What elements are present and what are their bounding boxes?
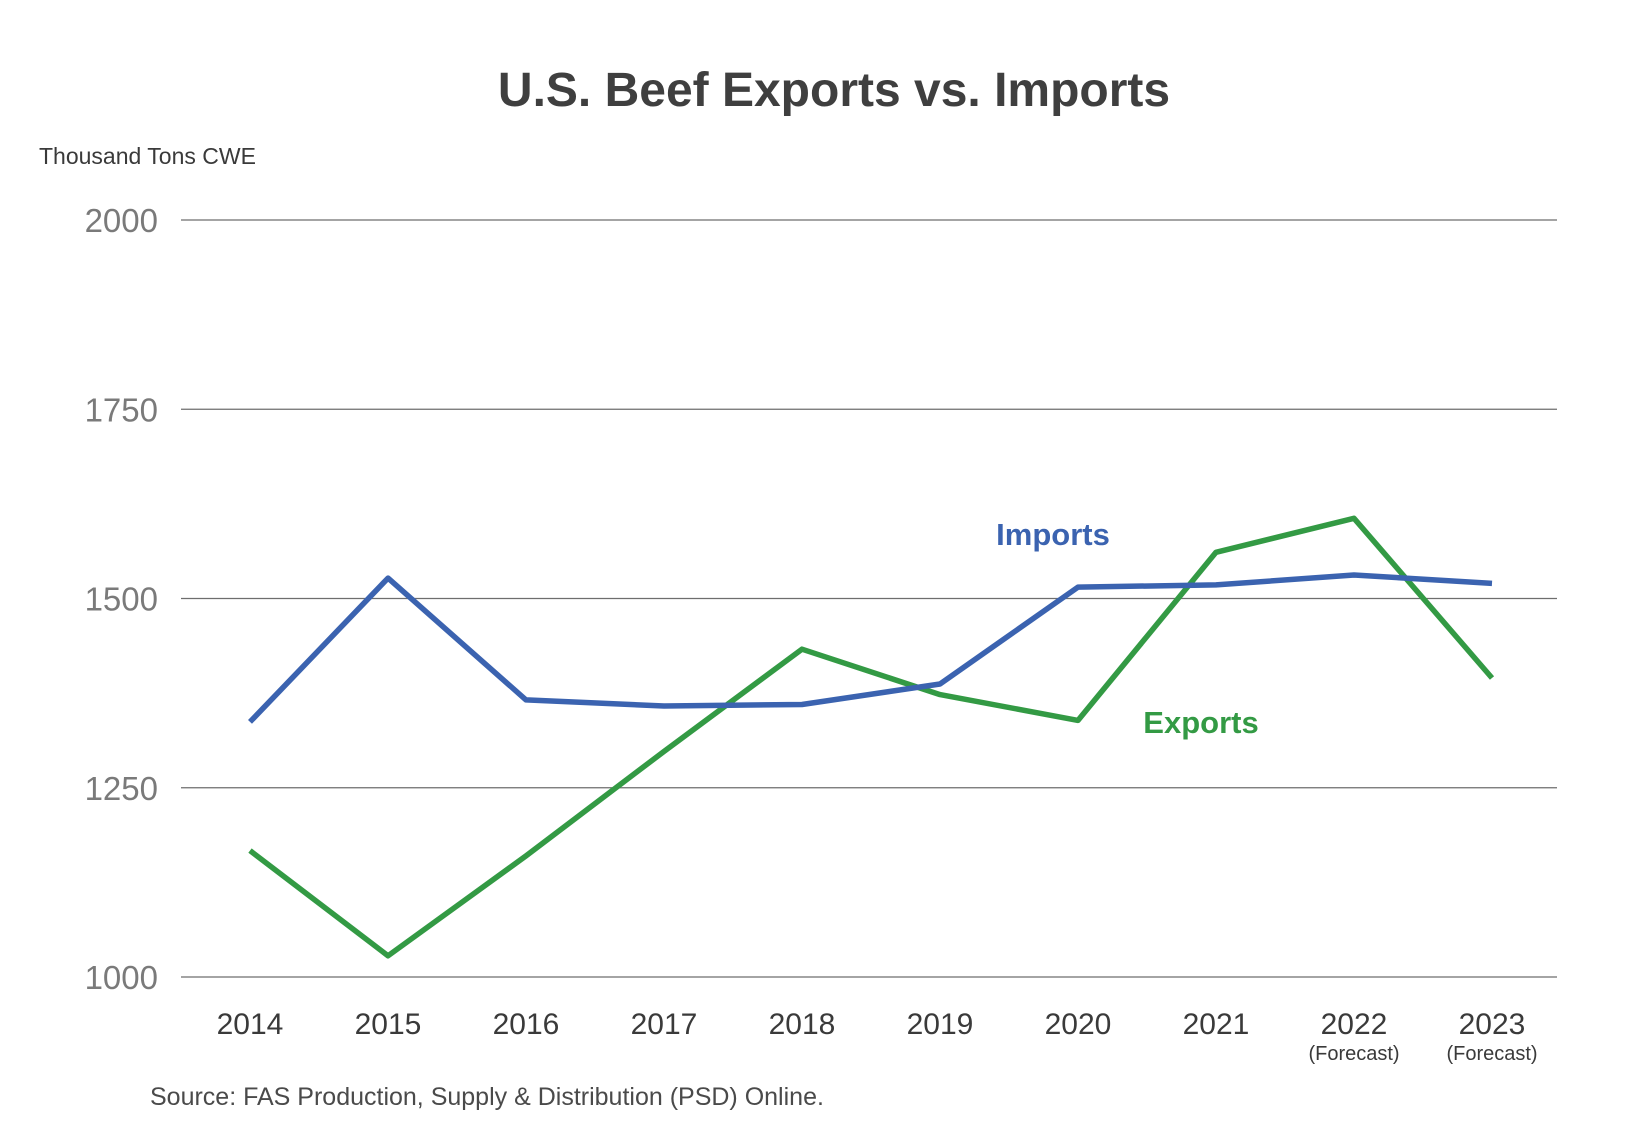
y-tick-label: 2000 [85, 202, 158, 239]
y-tick-label: 1500 [85, 581, 158, 618]
y-axis-ticks: 2000 1750 1500 1250 1000 [85, 202, 158, 996]
x-tick-label: 2016 [493, 1008, 560, 1041]
source-note: Source: FAS Production, Supply & Distrib… [150, 1083, 824, 1111]
series-line-exports [248, 515, 1495, 959]
x-tick-label: 2022 [1321, 1008, 1388, 1041]
y-tick-label: 1000 [85, 959, 158, 996]
y-axis-unit-label: Thousand Tons CWE [39, 143, 256, 169]
x-tick-sublabel: (Forecast) [1446, 1043, 1537, 1065]
series-label-imports: Imports [996, 517, 1110, 552]
chart-title: U.S. Beef Exports vs. Imports [498, 64, 1170, 117]
series-line-imports [248, 572, 1493, 724]
series-lines [248, 515, 1495, 959]
x-tick-label: 2023 [1459, 1008, 1526, 1041]
x-tick-label: 2018 [769, 1008, 836, 1041]
gridlines [181, 219, 1557, 978]
y-tick-label: 1250 [85, 770, 158, 807]
x-tick-label: 2015 [355, 1008, 422, 1041]
x-tick-label: 2014 [217, 1008, 284, 1041]
x-tick-sublabel: (Forecast) [1308, 1043, 1399, 1065]
y-tick-label: 1750 [85, 391, 158, 428]
x-tick-label: 2020 [1045, 1008, 1112, 1041]
x-tick-label: 2017 [631, 1008, 698, 1041]
x-axis-ticks: 2014 2015 2016 2017 2018 2019 2020 2021 2022(For… [217, 1008, 1538, 1065]
series-label-exports: Exports [1143, 705, 1258, 740]
x-tick-label: 2021 [1183, 1008, 1250, 1041]
x-tick-label: 2019 [907, 1008, 974, 1041]
